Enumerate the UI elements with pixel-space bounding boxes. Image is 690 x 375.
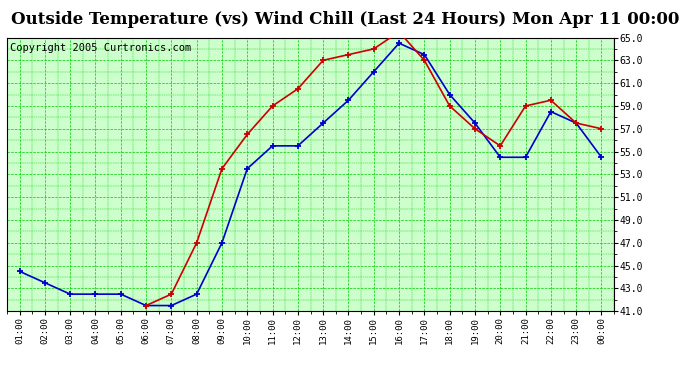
Text: Outside Temperature (vs) Wind Chill (Last 24 Hours) Mon Apr 11 00:00: Outside Temperature (vs) Wind Chill (Las… (11, 11, 679, 28)
Text: Copyright 2005 Curtronics.com: Copyright 2005 Curtronics.com (10, 43, 191, 53)
